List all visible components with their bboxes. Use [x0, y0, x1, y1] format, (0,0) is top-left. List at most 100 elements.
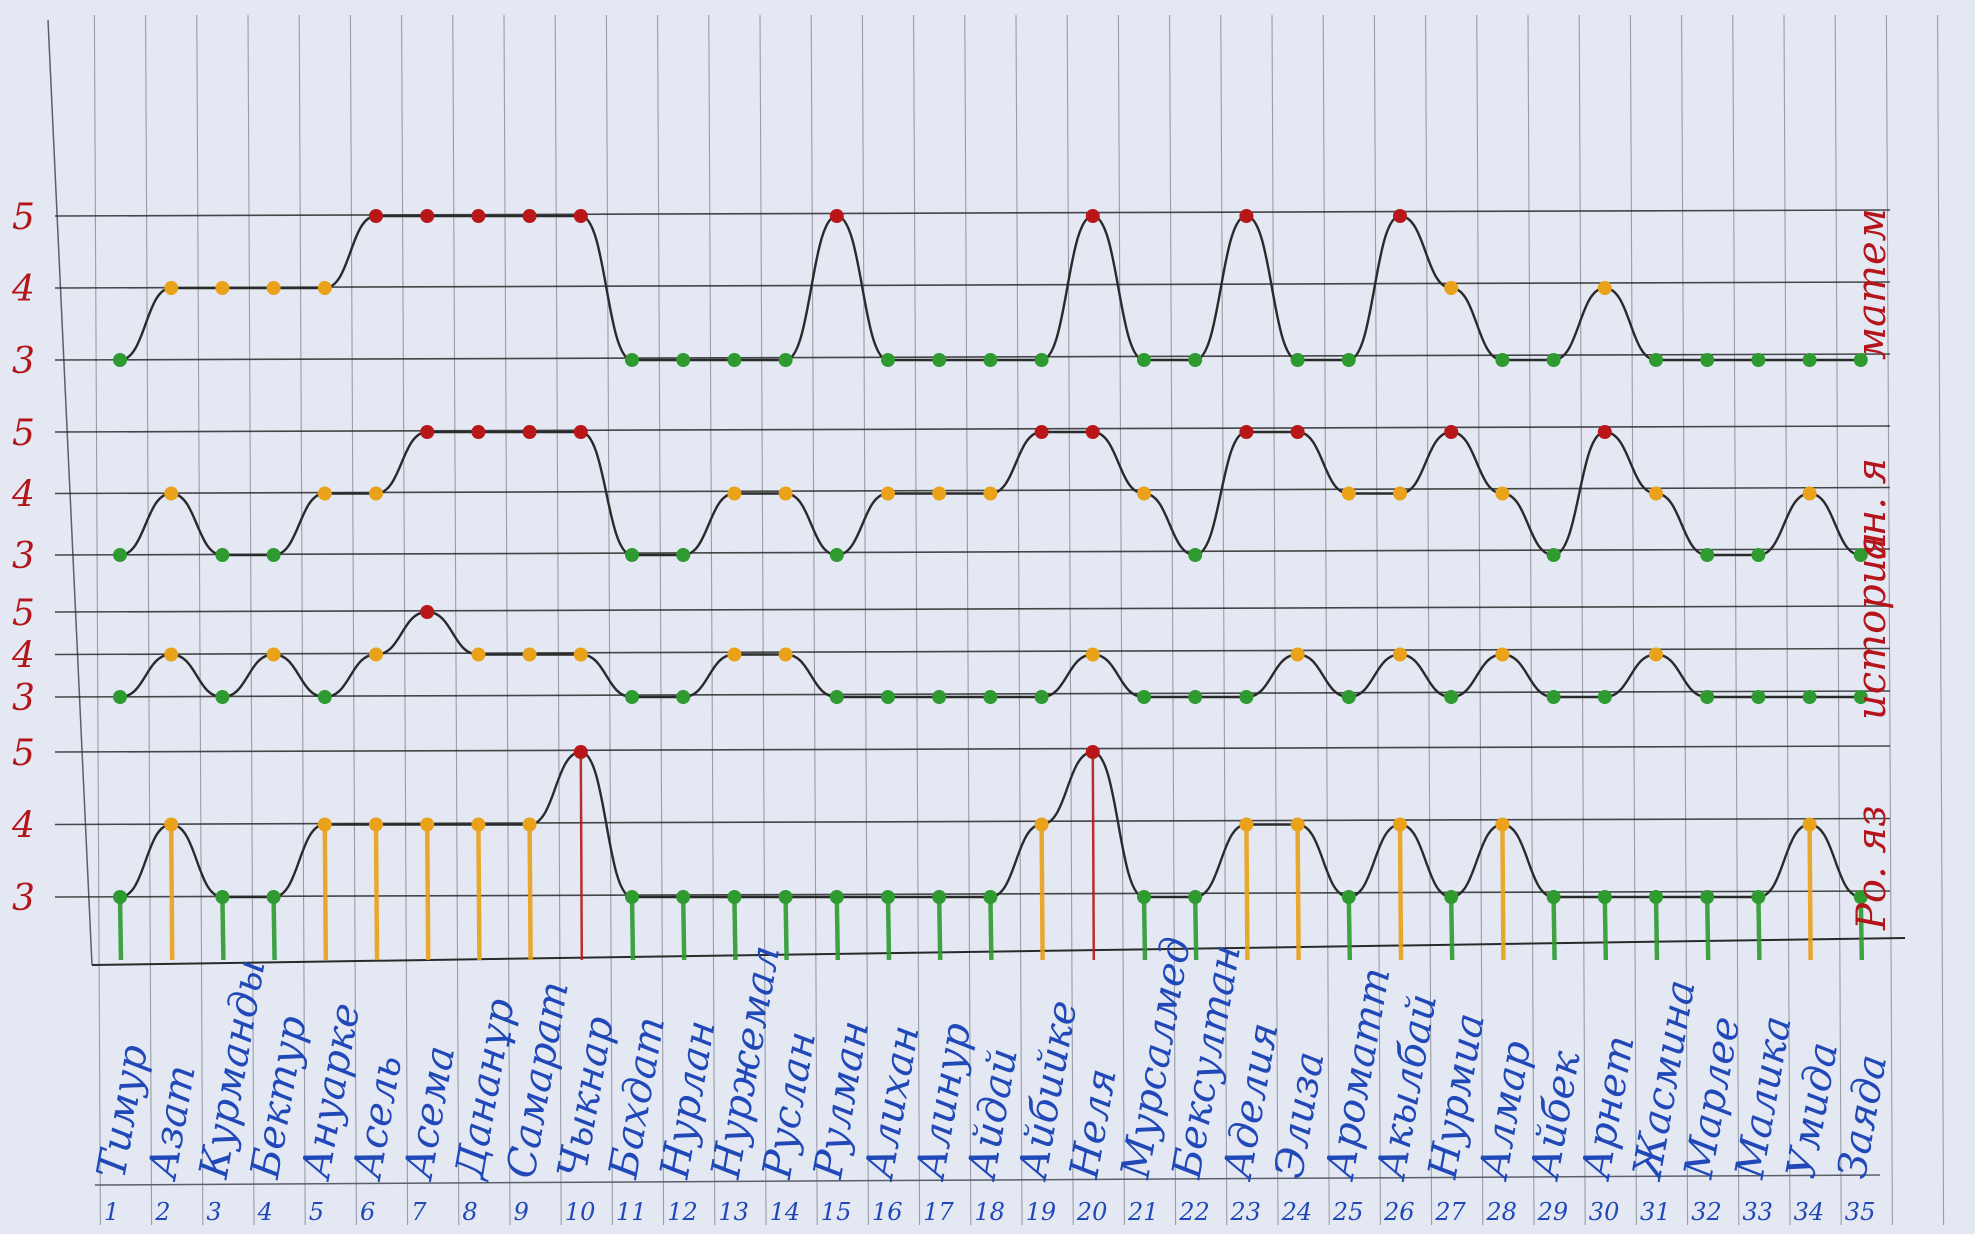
grade-point — [778, 353, 793, 367]
student-number: 23 — [1229, 1198, 1261, 1226]
grade-point — [1495, 353, 1510, 367]
student-name-row: Тимур1Азат2Курманды3Бектур4Ануарке5Асель… — [89, 934, 1897, 1226]
student-number: 13 — [718, 1198, 749, 1226]
grade-point — [1393, 486, 1407, 501]
student-number: 9 — [514, 1198, 529, 1226]
grade-point — [932, 353, 947, 367]
grade-point — [1853, 890, 1868, 904]
grade-point — [1034, 817, 1049, 832]
grade-stick — [117, 896, 124, 961]
grade-point — [1239, 209, 1254, 223]
grade-point — [369, 209, 383, 223]
grade-point — [113, 690, 127, 704]
grade-stick — [373, 824, 380, 961]
grade-point — [1290, 647, 1305, 662]
student-number: 17 — [923, 1198, 954, 1226]
grade-point — [1649, 890, 1663, 904]
grid-column-line — [861, 14, 869, 1226]
grid-column-line — [1937, 14, 1945, 1226]
names-bottom-line — [94, 1174, 1881, 1186]
grade-reference-line — [54, 605, 1891, 613]
grade-point — [471, 209, 486, 223]
student-number: 35 — [1845, 1198, 1876, 1226]
grade-point — [1546, 353, 1561, 367]
grade-point — [829, 890, 844, 904]
grade-point — [1290, 353, 1305, 367]
grade-point — [471, 817, 486, 832]
grade-point — [1393, 817, 1407, 832]
series-line — [119, 430, 1861, 557]
grade-stick — [1858, 896, 1865, 961]
subject-label: Ро. яз — [1849, 805, 1895, 931]
grade-point — [1802, 690, 1817, 704]
grade-point — [113, 890, 127, 904]
grade-point — [522, 425, 537, 439]
grade-point — [317, 486, 332, 501]
grid-column-line — [1783, 14, 1791, 1226]
baseline-line — [91, 937, 1906, 966]
grade-stick — [527, 824, 533, 961]
grade-point — [317, 817, 332, 832]
grade-reference-line — [54, 209, 1891, 217]
student-number: 30 — [1589, 1198, 1620, 1226]
grade-point — [573, 647, 588, 662]
grade-stick — [885, 896, 892, 961]
grid-column-line — [196, 14, 204, 1226]
student-number: 29 — [1537, 1198, 1569, 1226]
grade-point — [266, 647, 281, 662]
grid-column-line — [1220, 14, 1228, 1226]
grade-point — [1649, 486, 1663, 501]
student-number: 27 — [1434, 1198, 1466, 1226]
grid-column-line — [759, 14, 767, 1226]
grade-stick — [680, 896, 687, 961]
grade-point — [1341, 690, 1356, 704]
y-tick-label: 3 — [12, 341, 35, 382]
student-number: 26 — [1383, 1198, 1415, 1226]
grid-column-line — [1169, 14, 1177, 1226]
student-number: 7 — [411, 1198, 427, 1226]
grade-point — [1137, 486, 1151, 501]
student-number: 12 — [667, 1198, 698, 1226]
student-number: 15 — [821, 1198, 852, 1226]
grade-point — [1597, 281, 1612, 295]
grade-point — [1700, 890, 1715, 904]
grade-stick — [424, 824, 431, 961]
grade-point — [215, 890, 230, 904]
y-tick-label: 3 — [12, 878, 35, 919]
grade-point — [1034, 353, 1049, 367]
student-number: 19 — [1026, 1198, 1057, 1226]
grade-point — [1802, 817, 1817, 832]
grade-point — [1341, 353, 1356, 367]
grade-point — [369, 647, 383, 662]
y-tick-label: 3 — [12, 678, 35, 719]
grade-stick — [1295, 824, 1301, 961]
grade-point — [164, 817, 179, 832]
grid-column-line — [349, 14, 357, 1226]
grade-point — [1444, 281, 1459, 295]
grid-column-line — [452, 14, 460, 1226]
grade-stick — [988, 896, 994, 961]
grade-stick — [936, 896, 943, 961]
grade-point — [1188, 890, 1203, 904]
student-number: 3 — [206, 1198, 221, 1226]
grade-point — [1085, 647, 1100, 662]
grade-stick — [579, 751, 584, 961]
subject-label: матем — [1849, 208, 1895, 360]
grade-point — [829, 209, 844, 223]
grade-point — [727, 486, 742, 501]
grade-point — [215, 548, 230, 562]
grade-point — [1751, 548, 1766, 562]
grid-column-line — [1578, 14, 1586, 1226]
grid-column-line — [1681, 14, 1689, 1226]
grid-column-line — [1117, 14, 1125, 1226]
grade-stick — [1500, 824, 1506, 961]
grade-stick — [1091, 751, 1096, 961]
grade-point — [1290, 425, 1305, 439]
grade-point — [1853, 548, 1868, 562]
student-number: 24 — [1281, 1198, 1313, 1226]
grid-lines — [47, 14, 1945, 1226]
grade-point — [881, 353, 895, 367]
grade-point — [727, 890, 742, 904]
grade-point — [317, 281, 332, 295]
grade-reference-line — [54, 353, 1891, 361]
